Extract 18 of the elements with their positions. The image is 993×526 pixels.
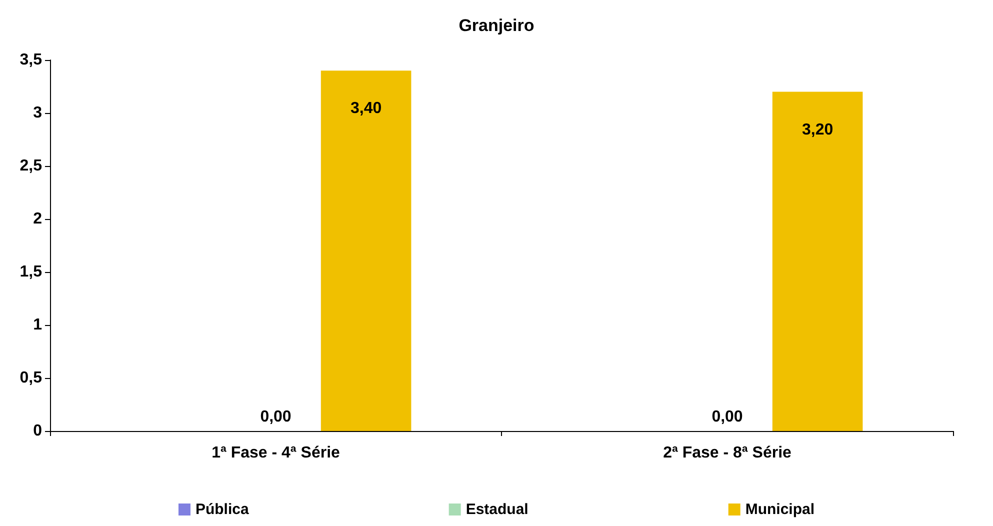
x-tick-label: 1ª Fase - 4ª Série — [212, 444, 340, 462]
y-tick-label: 1 — [33, 316, 42, 334]
y-tick-label: 1,5 — [20, 264, 42, 280]
y-tick-label: 0,5 — [20, 370, 42, 386]
legend-label: Municipal — [745, 501, 815, 518]
y-tick-label: 3 — [33, 104, 42, 122]
data-label: 0,00 — [260, 408, 292, 426]
y-tick-label: 2 — [33, 210, 42, 228]
data-label: 3,20 — [802, 121, 834, 138]
data-label: 3,40 — [350, 100, 382, 118]
legend-label: Pública — [195, 501, 250, 518]
y-tick-label: 2,5 — [20, 158, 42, 174]
legend-label: Estadual — [466, 501, 528, 518]
x-tick-label: 2ª Fase - 8ª Série — [663, 444, 792, 462]
y-tick-label: 3,5 — [20, 52, 42, 68]
y-tick-label: 0 — [33, 422, 42, 440]
data-label: 0,00 — [712, 408, 743, 426]
chart-title: Granjeiro — [458, 16, 534, 35]
